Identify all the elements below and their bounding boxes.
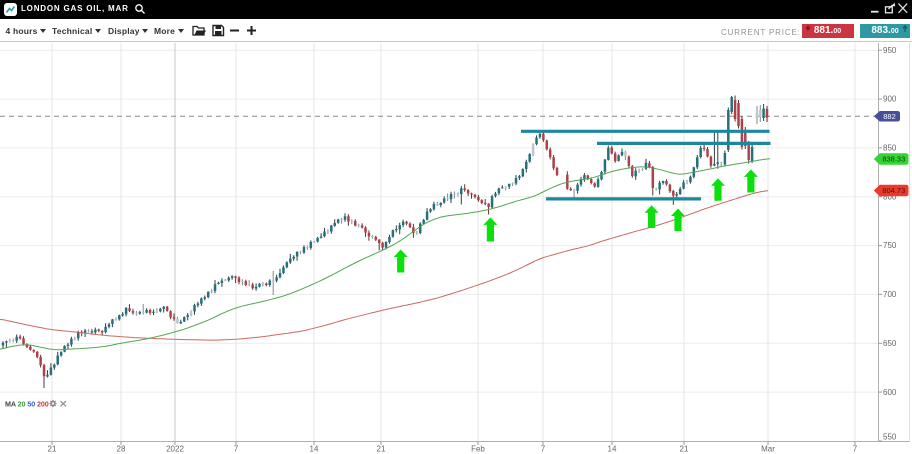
svg-text:838.33: 838.33 xyxy=(882,155,905,164)
svg-text:7: 7 xyxy=(541,445,546,454)
svg-text:28: 28 xyxy=(117,445,126,454)
svg-text:850: 850 xyxy=(883,144,897,153)
svg-text:7: 7 xyxy=(234,445,239,454)
svg-text:Feb: Feb xyxy=(471,445,485,454)
svg-text:Mar: Mar xyxy=(761,445,775,454)
svg-text:21: 21 xyxy=(377,445,386,454)
svg-text:550: 550 xyxy=(883,433,897,442)
svg-text:882: 882 xyxy=(883,112,896,121)
svg-text:21: 21 xyxy=(48,445,57,454)
svg-text:950: 950 xyxy=(883,46,897,55)
svg-text:14: 14 xyxy=(608,445,617,454)
svg-text:750: 750 xyxy=(883,241,897,250)
svg-text:14: 14 xyxy=(310,445,319,454)
svg-text:900: 900 xyxy=(883,95,897,104)
svg-text:804.73: 804.73 xyxy=(882,186,905,195)
svg-text:2022: 2022 xyxy=(166,445,184,454)
svg-text:600: 600 xyxy=(883,388,897,397)
svg-text:700: 700 xyxy=(883,290,897,299)
svg-text:MA 20 50 200: MA 20 50 200 xyxy=(5,400,49,409)
svg-text:21: 21 xyxy=(680,445,689,454)
svg-text:7: 7 xyxy=(853,445,858,454)
svg-text:800: 800 xyxy=(883,192,897,201)
svg-text:650: 650 xyxy=(883,339,897,348)
